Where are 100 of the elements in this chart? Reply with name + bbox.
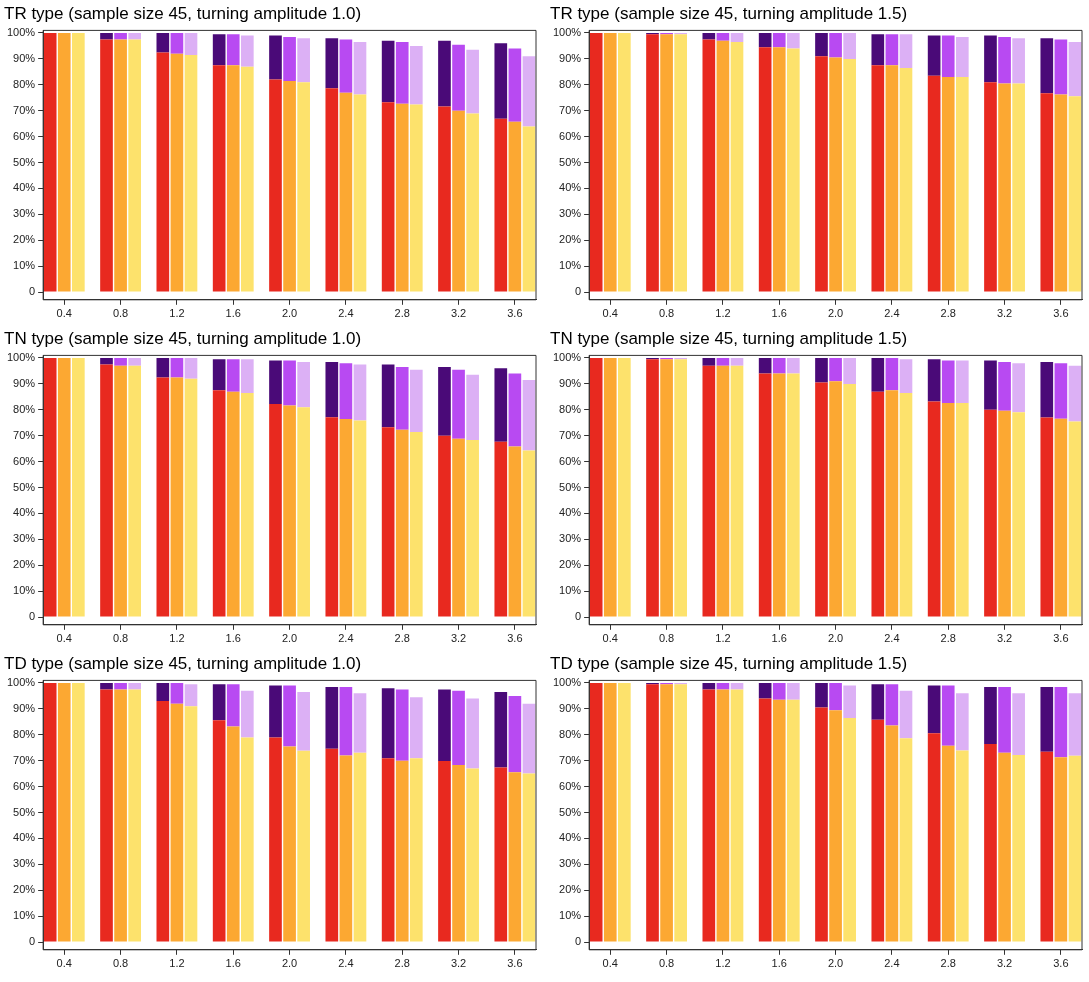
bar bbox=[156, 357, 170, 378]
bar bbox=[885, 65, 899, 292]
bar bbox=[984, 360, 997, 410]
bar bbox=[114, 32, 127, 40]
y-tick-label: 60% bbox=[559, 779, 582, 792]
y-tick-label: 0 bbox=[29, 610, 36, 623]
bar bbox=[170, 357, 184, 378]
bar bbox=[184, 684, 198, 707]
bar bbox=[212, 390, 226, 617]
bar bbox=[815, 32, 828, 57]
bar bbox=[1068, 755, 1082, 942]
bar bbox=[941, 685, 955, 746]
x-tick-label: 1.6 bbox=[225, 307, 241, 320]
y-tick-label: 30% bbox=[13, 857, 36, 870]
y-tick-label: 0 bbox=[575, 610, 582, 623]
bar bbox=[603, 682, 617, 942]
bar bbox=[128, 39, 141, 292]
y-tick-label: 50% bbox=[13, 805, 36, 818]
bar bbox=[438, 689, 451, 761]
bar bbox=[156, 32, 170, 53]
bar bbox=[353, 94, 367, 292]
y-tick-label: 0 bbox=[575, 285, 582, 298]
bar bbox=[240, 392, 254, 617]
bar bbox=[758, 373, 772, 617]
bar bbox=[589, 682, 603, 942]
y-tick-label: 100% bbox=[6, 351, 36, 364]
bar bbox=[100, 357, 113, 365]
x-tick-label: 0.8 bbox=[112, 307, 129, 320]
bar bbox=[522, 126, 536, 292]
bar bbox=[1012, 412, 1025, 617]
bar bbox=[212, 720, 226, 942]
y-tick-label: 70% bbox=[559, 103, 582, 116]
y-tick-label: 10% bbox=[13, 909, 36, 922]
x-tick-label: 1.6 bbox=[225, 957, 241, 970]
x-tick-label: 3.6 bbox=[507, 632, 523, 645]
bar bbox=[57, 682, 71, 942]
bar bbox=[702, 39, 716, 292]
bar bbox=[269, 360, 282, 405]
bar bbox=[786, 682, 800, 700]
bar bbox=[184, 32, 198, 56]
bar bbox=[170, 682, 184, 704]
bar bbox=[955, 693, 969, 751]
bar bbox=[871, 391, 885, 617]
bar bbox=[758, 682, 772, 699]
bar bbox=[660, 34, 673, 292]
bar bbox=[100, 689, 113, 942]
bar bbox=[702, 682, 716, 690]
bar bbox=[1040, 751, 1054, 942]
bar bbox=[114, 357, 127, 366]
bar bbox=[955, 77, 969, 292]
bar bbox=[170, 32, 184, 54]
bar bbox=[212, 359, 226, 391]
bar bbox=[772, 32, 786, 48]
bar bbox=[522, 56, 536, 127]
bar bbox=[114, 39, 127, 292]
y-tick-label: 0 bbox=[29, 935, 36, 948]
bar bbox=[730, 42, 744, 292]
bar bbox=[941, 745, 955, 942]
bar bbox=[170, 703, 184, 942]
x-tick-label: 3.2 bbox=[996, 632, 1013, 645]
y-tick-label: 20% bbox=[559, 558, 582, 571]
x-tick-label: 2.4 bbox=[338, 957, 354, 970]
bar bbox=[508, 695, 522, 773]
bar bbox=[184, 55, 198, 292]
bar bbox=[381, 40, 395, 103]
bar bbox=[843, 685, 856, 718]
bar bbox=[297, 750, 310, 942]
x-tick-label: 1.6 bbox=[771, 307, 787, 320]
bar bbox=[998, 752, 1011, 942]
bar bbox=[1068, 365, 1082, 422]
bar bbox=[927, 685, 941, 734]
bar bbox=[240, 359, 254, 393]
bar bbox=[212, 34, 226, 66]
bar bbox=[226, 726, 240, 942]
chart-title: TD type (sample size 45, turning amplitude 1.0) bbox=[4, 653, 362, 673]
y-tick-label: 0 bbox=[575, 935, 582, 948]
bar bbox=[941, 77, 955, 292]
bar bbox=[646, 684, 659, 942]
bar bbox=[466, 440, 479, 617]
y-tick-label: 60% bbox=[559, 454, 582, 467]
bar bbox=[899, 34, 913, 68]
bar bbox=[871, 65, 885, 292]
y-tick-label: 30% bbox=[559, 532, 582, 545]
x-tick-label: 0.4 bbox=[56, 307, 72, 320]
bar bbox=[941, 35, 955, 78]
bar bbox=[409, 432, 423, 617]
bar bbox=[466, 374, 479, 441]
bar bbox=[325, 38, 339, 89]
y-tick-label: 30% bbox=[13, 207, 36, 220]
bar bbox=[843, 717, 856, 942]
bar bbox=[409, 45, 423, 105]
bar bbox=[283, 685, 296, 747]
bar bbox=[1012, 363, 1025, 413]
y-tick-label: 90% bbox=[13, 51, 36, 64]
bar bbox=[494, 692, 508, 768]
bar bbox=[212, 65, 226, 292]
bar bbox=[395, 367, 409, 430]
bar bbox=[1068, 96, 1082, 292]
bar bbox=[508, 373, 522, 447]
bar bbox=[716, 32, 730, 41]
